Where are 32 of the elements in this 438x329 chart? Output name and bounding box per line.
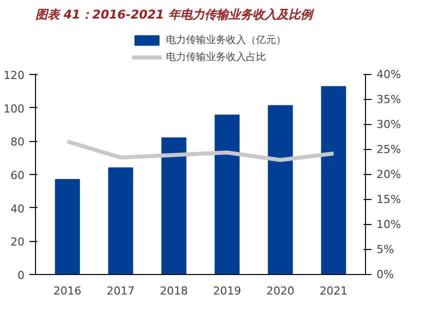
chart-title: 图表 41：2016-2021 年电力传输业务收入及比例	[36, 8, 314, 22]
y2-tick-label: 10%	[376, 218, 401, 231]
legend-label: 电力传输业务收入（亿元）	[166, 34, 286, 47]
x-tick-label: 2019	[213, 284, 242, 298]
y2-tick-label: 0%	[376, 268, 394, 281]
y-tick-label: 80	[10, 136, 25, 149]
bar	[214, 114, 240, 274]
line-series	[65, 140, 336, 162]
legend-label: 电力传输业务收入占比	[166, 50, 266, 64]
y-tick-label: 120	[4, 69, 25, 82]
y-tick-label: 20	[10, 236, 25, 249]
y-tick-label: 100	[4, 102, 25, 116]
bar	[321, 86, 346, 274]
y2-tick-label: 30%	[376, 118, 401, 131]
y2-tick-label: 20%	[376, 168, 401, 181]
bar	[161, 137, 186, 274]
y-tick-label: 60	[10, 169, 25, 182]
bar	[108, 167, 134, 274]
y-tick-label: 0	[18, 269, 24, 282]
x-tick-label: 2016	[53, 284, 82, 298]
x-tick-label: 2017	[106, 284, 135, 298]
y2-tick-label: 40%	[376, 68, 401, 81]
x-tick-label: 2018	[160, 284, 188, 298]
y2-tick-label: 15%	[376, 193, 401, 206]
bar	[268, 105, 293, 274]
y2-tick-label: 35%	[376, 93, 401, 106]
y2-tick-label: 25%	[376, 143, 401, 156]
bar	[54, 179, 80, 274]
x-tick-label: 2020	[266, 284, 294, 298]
y2-tick-label: 5%	[376, 243, 394, 256]
x-tick-label: 2021	[320, 284, 348, 298]
y-tick-label: 40	[10, 202, 25, 216]
